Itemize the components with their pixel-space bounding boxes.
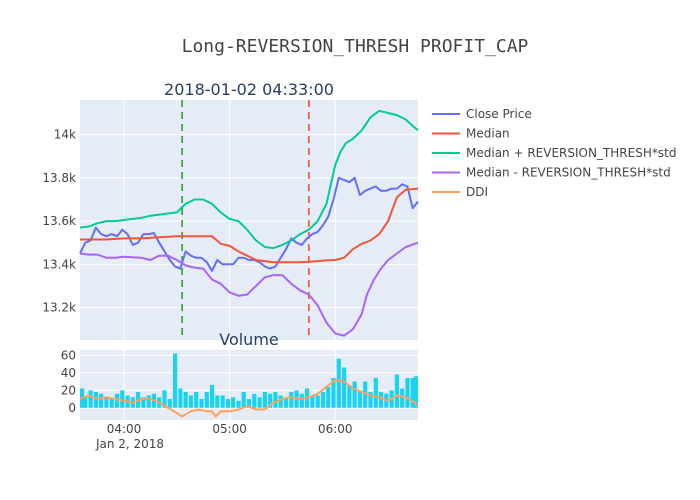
volume-bar xyxy=(109,399,114,408)
volume-bar xyxy=(289,392,294,408)
price-y-tick-label: 13.8k xyxy=(42,171,76,185)
series-line-median xyxy=(80,187,419,264)
legend-item[interactable]: DDI xyxy=(432,185,488,199)
volume-bar xyxy=(283,397,289,408)
price-grid xyxy=(80,100,418,340)
volume-bar xyxy=(178,388,183,408)
volume-bar xyxy=(326,386,331,408)
volume-bar xyxy=(194,392,199,408)
price-subtitle: 2018-01-02 04:33:00 xyxy=(164,80,334,99)
volume-bar xyxy=(246,399,252,408)
volume-bar xyxy=(93,392,98,408)
legend-item[interactable]: Median xyxy=(432,127,510,141)
legend-item[interactable]: Median + REVERSION_THRESH*std xyxy=(432,146,676,160)
series-line-median-reversion-thresh-std xyxy=(79,109,419,250)
legend-item[interactable]: Close Price xyxy=(432,107,532,121)
volume-bar xyxy=(315,395,320,408)
volume-bar xyxy=(410,378,415,408)
volume-bar xyxy=(373,378,378,408)
volume-y-tick-label: 60 xyxy=(61,348,76,362)
volume-bar xyxy=(347,385,352,408)
volume-y-axis: 0 20 40 60 xyxy=(61,348,76,415)
volume-bar xyxy=(88,390,93,408)
volume-bar xyxy=(320,392,326,408)
volume-bar xyxy=(336,358,341,408)
volume-bar xyxy=(104,397,109,408)
volume-bar xyxy=(241,392,246,408)
volume-bar xyxy=(400,388,405,408)
legend-label: Median - REVERSION_THRESH*std xyxy=(466,166,671,180)
volume-bar xyxy=(215,395,220,408)
volume-bar xyxy=(394,374,399,408)
volume-bar xyxy=(99,393,104,408)
volume-bar xyxy=(188,395,193,408)
volume-bar xyxy=(278,395,283,408)
x-axis-date-label: Jan 2, 2018 xyxy=(95,437,164,451)
volume-subtitle: Volume xyxy=(219,330,279,349)
x-tick-label: 06:00 xyxy=(318,422,353,436)
volume-y-tick-label: 40 xyxy=(61,366,76,380)
x-tick-label: 05:00 xyxy=(212,422,247,436)
volume-bar xyxy=(162,390,167,408)
volume-bar xyxy=(204,392,209,408)
volume-bar xyxy=(173,353,178,408)
legend-label: Close Price xyxy=(466,107,532,121)
x-axis: 04:00 05:00 06:00 xyxy=(107,422,353,436)
volume-y-tick-label: 20 xyxy=(61,383,76,397)
price-vlines xyxy=(181,100,310,340)
volume-bar xyxy=(379,392,384,408)
volume-bar xyxy=(368,392,373,408)
legend-label: Median + REVERSION_THRESH*std xyxy=(466,146,676,160)
volume-bar xyxy=(262,392,267,408)
volume-bar xyxy=(342,367,347,408)
volume-bar xyxy=(210,385,215,408)
volume-bar xyxy=(183,392,188,408)
x-tick-label: 04:00 xyxy=(107,422,142,436)
ddi-series xyxy=(79,378,419,418)
volume-bar xyxy=(114,393,120,408)
volume-bar xyxy=(273,392,278,408)
volume-bar xyxy=(167,399,172,408)
volume-bar xyxy=(363,381,368,408)
price-y-tick-label: 14k xyxy=(54,128,76,142)
chart-title: Long-REVERSION_THRESH PROFIT_CAP xyxy=(182,36,529,57)
volume-bar xyxy=(225,399,230,408)
volume-bar xyxy=(405,378,410,408)
series-line-close-price xyxy=(79,176,419,272)
price-y-axis: 13.2k 13.4k 13.6k 13.8k 14k xyxy=(42,128,76,315)
volume-bar xyxy=(299,393,304,408)
volume-bar xyxy=(331,378,336,408)
volume-bar xyxy=(268,393,273,408)
volume-bar xyxy=(231,397,236,408)
price-plot-background xyxy=(80,100,418,340)
series-line-ddi xyxy=(79,378,419,418)
legend-item[interactable]: Median - REVERSION_THRESH*std xyxy=(432,166,671,180)
volume-bar xyxy=(141,397,146,408)
volume-bar xyxy=(413,376,418,408)
legend[interactable]: Close Price Median Median + REVERSION_THRE… xyxy=(432,107,676,199)
volume-bar xyxy=(236,400,241,408)
legend-label: Median xyxy=(466,127,510,141)
volume-bar xyxy=(146,395,151,408)
volume-bar xyxy=(252,393,257,408)
volume-bar xyxy=(83,397,88,408)
price-y-tick-label: 13.2k xyxy=(42,301,76,315)
price-y-tick-label: 13.4k xyxy=(42,257,76,271)
volume-y-tick-label: 0 xyxy=(68,401,76,415)
volume-bar xyxy=(199,399,204,408)
volume-panel: 0 20 40 60 Volume xyxy=(61,330,419,420)
price-series xyxy=(79,109,419,337)
volume-bar xyxy=(352,381,357,408)
legend-label: DDI xyxy=(466,185,488,199)
price-panel: 13.2k 13.4k 13.6k 13.8k 14k 2018-01-02 04:33… xyxy=(42,80,419,340)
volume-bar xyxy=(310,395,315,408)
volume-bar xyxy=(357,390,362,408)
volume-bar xyxy=(257,397,262,408)
price-y-tick-label: 13.6k xyxy=(42,214,76,228)
series-line-median-reversion-thresh-std xyxy=(79,241,419,337)
volume-bar xyxy=(120,390,125,408)
volume-bar xyxy=(220,395,225,408)
